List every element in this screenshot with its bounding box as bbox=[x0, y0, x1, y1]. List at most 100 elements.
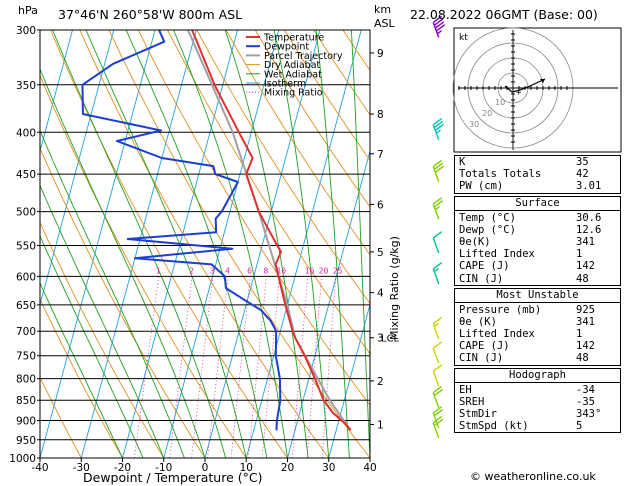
stat-value: -35 bbox=[576, 395, 595, 408]
isotherm-line bbox=[328, 302, 370, 458]
stat-row: Totals Totals 42 bbox=[455, 168, 620, 180]
mixing-ratio-label: 10 bbox=[276, 266, 286, 275]
mixing-ratio-line bbox=[247, 276, 267, 458]
stat-row: θe(K) 341 bbox=[455, 236, 620, 248]
stat-value: -34 bbox=[576, 383, 595, 396]
mixing-ratio-line bbox=[306, 276, 323, 458]
pressure-tick-label: 350 bbox=[16, 80, 36, 92]
stat-row: Dewp (°C) 12.6 bbox=[455, 224, 620, 236]
stat-value: 341 bbox=[576, 235, 595, 248]
temperature-line bbox=[191, 30, 352, 431]
stat-label: Temp (°C) bbox=[459, 211, 516, 224]
datetime: 22.08.2022 06GMT (Base: 00) bbox=[410, 7, 598, 22]
stat-label: Pressure (mb) bbox=[459, 303, 542, 316]
stat-row: CIN (J) 48 bbox=[455, 352, 620, 364]
wind-barb bbox=[432, 197, 444, 220]
isotherm-line bbox=[245, 30, 362, 458]
storm-motion-marker: + bbox=[516, 88, 522, 98]
copyright-footer[interactable]: © weatheronline.co.uk bbox=[470, 470, 596, 483]
pressure-tick-label: 600 bbox=[16, 271, 36, 283]
dry-adiabat-line bbox=[108, 30, 370, 458]
legend-entry: Temperature bbox=[263, 33, 324, 44]
isotherm-line bbox=[40, 30, 73, 153]
stat-row: Lifted Index 1 bbox=[455, 328, 620, 340]
km-tick-label: 3 bbox=[377, 333, 384, 345]
wind-barb bbox=[432, 406, 444, 429]
x-axis-label: Dewpoint / Temperature (°C) bbox=[83, 470, 262, 485]
wind-barb bbox=[432, 15, 446, 38]
legend-entry: Parcel Trajectory bbox=[264, 51, 343, 62]
isotherm-line bbox=[204, 30, 321, 458]
temperature-tick-label: 30 bbox=[322, 462, 335, 474]
dry-adiabat-line bbox=[50, 30, 288, 458]
pressure-tick-label: 650 bbox=[16, 300, 36, 312]
legend-entry: Wet Adiabat bbox=[264, 69, 322, 80]
hodograph-trace bbox=[504, 78, 546, 93]
isotherm-line bbox=[40, 30, 156, 458]
hodograph-ring-label: 30 bbox=[469, 120, 479, 129]
stat-label: CIN (J) bbox=[459, 352, 504, 365]
stats-panel: K 35 Totals Totals 42 PW (cm) 3.01 Surface Te… bbox=[454, 155, 621, 435]
stat-value: 5 bbox=[576, 420, 583, 433]
stat-label: K bbox=[459, 156, 466, 168]
wind-barb bbox=[432, 159, 445, 182]
temperature-tick-label: -30 bbox=[73, 462, 90, 474]
stat-value: 42 bbox=[576, 168, 589, 181]
wet-adiabat-line bbox=[350, 30, 370, 458]
wind-barb bbox=[432, 341, 443, 364]
stat-value: 925 bbox=[576, 303, 595, 316]
temperature-tick-label: 0 bbox=[202, 462, 209, 474]
stat-label: StmDir bbox=[459, 408, 497, 420]
dry-adiabat-line bbox=[40, 376, 82, 458]
mixing-ratio-line bbox=[321, 276, 337, 458]
km-tick-label: 6 bbox=[377, 199, 384, 211]
isotherm-line bbox=[163, 30, 280, 458]
lcl-label: LCL bbox=[381, 334, 400, 345]
stat-row: K 35 bbox=[455, 156, 620, 168]
dry-adiabat-line bbox=[225, 30, 370, 256]
pressure-tick-label: 450 bbox=[16, 169, 36, 181]
wind-barb bbox=[432, 231, 443, 254]
stat-row: CAPE (J) 142 bbox=[455, 340, 620, 352]
km-tick-label: 7 bbox=[377, 149, 384, 161]
hodograph-stats-box: Hodograph EH -34 SREH -35 StmDir 343° StmSpd (… bbox=[454, 367, 621, 434]
km-tick-label: 1 bbox=[377, 419, 384, 431]
dry-adiabat-line bbox=[284, 30, 370, 162]
legend-entry: Dewpoint bbox=[264, 42, 309, 53]
pressure-tick-label: 700 bbox=[16, 326, 36, 338]
stat-value: 1 bbox=[576, 248, 583, 261]
temperature-tick-label: 20 bbox=[281, 462, 294, 474]
mixing-ratio-line bbox=[230, 276, 251, 458]
mixing-ratio-line bbox=[169, 276, 193, 458]
stat-value: 341 bbox=[576, 315, 595, 328]
mixing-ratio-line bbox=[207, 276, 229, 458]
hodograph-arrow-icon bbox=[540, 79, 545, 83]
stat-row: Lifted Index 1 bbox=[455, 248, 620, 260]
temperature-tick-label: -20 bbox=[114, 462, 131, 474]
km-tick-label: 9 bbox=[377, 48, 384, 60]
stat-row: CIN (J) 48 bbox=[455, 273, 620, 285]
surface-box: Surface Temp (°C) 30.6 Dewp (°C) 12.6 θe(K) 3… bbox=[454, 195, 621, 286]
mixing-ratio-line bbox=[291, 276, 309, 458]
surface-title: Surface bbox=[455, 197, 620, 211]
stat-label: CAPE (J) bbox=[459, 260, 510, 273]
stat-row: EH -34 bbox=[455, 384, 620, 396]
wind-barb bbox=[432, 117, 445, 141]
stat-row: SREH -35 bbox=[455, 396, 620, 408]
mixing-ratio-line bbox=[191, 276, 214, 458]
hodograph-ring-label: 10 bbox=[495, 98, 505, 107]
temperature-tick-label: 10 bbox=[240, 462, 253, 474]
isotherm-line bbox=[80, 30, 197, 458]
legend-entry: Mixing Ratio bbox=[264, 88, 323, 99]
hpa-label: hPa bbox=[18, 4, 38, 17]
stat-value: 142 bbox=[576, 340, 595, 353]
mixing-ratio-axis-label: Mixing Ratio (g/kg) bbox=[388, 236, 401, 340]
stat-label: Totals Totals bbox=[459, 168, 542, 181]
dry-adiabat-line bbox=[254, 30, 370, 208]
indices-box: K 35 Totals Totals 42 PW (cm) 3.01 bbox=[454, 155, 621, 194]
stat-value: 30.6 bbox=[576, 211, 602, 224]
stat-label: θe (K) bbox=[459, 315, 497, 328]
